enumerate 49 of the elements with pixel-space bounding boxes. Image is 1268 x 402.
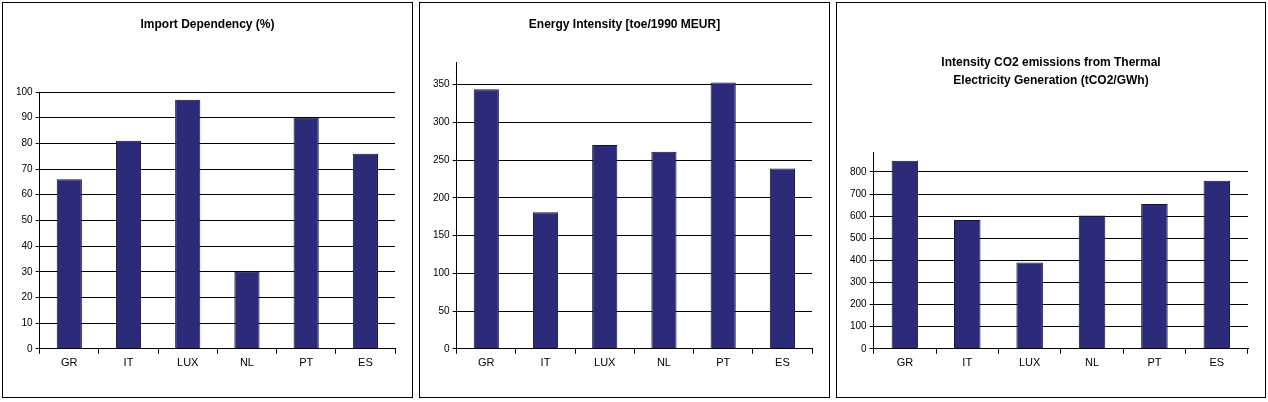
y-tick-label: 700 bbox=[850, 187, 868, 199]
y-tick-label: 0 bbox=[444, 342, 451, 354]
x-tick-label: LUX bbox=[1018, 356, 1042, 369]
x-tick-label: GR bbox=[478, 356, 495, 369]
y-tick-label: 50 bbox=[21, 214, 34, 226]
x-tick-label: PT bbox=[716, 356, 731, 369]
x-tick-label: PT bbox=[1147, 356, 1162, 369]
x-tick-label: NL bbox=[239, 356, 254, 369]
chart-title: Import Dependency (%) bbox=[139, 16, 276, 33]
y-tick-label: 400 bbox=[850, 254, 868, 266]
x-tick-label: ES bbox=[358, 356, 373, 369]
y-tick-label: 300 bbox=[850, 276, 868, 288]
y-tick-label: 800 bbox=[850, 165, 868, 177]
y-tick-label: 350 bbox=[433, 78, 451, 90]
x-tick-label: IT bbox=[962, 356, 973, 369]
y-tick-label: 600 bbox=[850, 209, 868, 221]
y-tick-label: 0 bbox=[27, 342, 34, 354]
y-tick-label: 250 bbox=[433, 153, 451, 165]
y-tick-label: 70 bbox=[21, 162, 34, 174]
y-tick-label: 90 bbox=[21, 111, 34, 123]
y-tick-label: 0 bbox=[861, 342, 868, 354]
y-tick-label: 200 bbox=[850, 298, 868, 310]
y-tick-label: 20 bbox=[21, 291, 34, 303]
x-tick-label: GR bbox=[61, 356, 78, 369]
y-tick-label: 500 bbox=[850, 231, 868, 243]
y-tick-label: 50 bbox=[438, 304, 451, 316]
y-tick-label: 100 bbox=[16, 85, 34, 97]
y-tick-label: 150 bbox=[433, 229, 451, 241]
x-tick-label: IT bbox=[123, 356, 134, 369]
x-tick-label: GR bbox=[896, 356, 914, 369]
y-tick-label: 200 bbox=[433, 191, 451, 203]
x-tick-label: LUX bbox=[177, 356, 200, 369]
y-tick-label: 100 bbox=[433, 267, 451, 279]
y-tick-label: 100 bbox=[850, 320, 868, 332]
chart-title: Energy Intensity [toe/1990 MEUR] bbox=[527, 16, 722, 33]
x-tick-label: ES bbox=[775, 356, 790, 369]
chart-title: Intensity CO2 emissions from Thermal Electricity Generation (tCO2/GWh) bbox=[940, 54, 1162, 89]
x-tick-label: ES bbox=[1209, 356, 1225, 369]
y-tick-label: 300 bbox=[433, 116, 451, 128]
y-tick-label: 80 bbox=[21, 137, 34, 149]
y-tick-label: 30 bbox=[21, 265, 34, 277]
x-tick-label: NL bbox=[656, 356, 671, 369]
y-tick-label: 10 bbox=[21, 316, 34, 328]
x-tick-label: LUX bbox=[594, 356, 617, 369]
y-tick-label: 40 bbox=[21, 239, 34, 251]
x-tick-label: IT bbox=[540, 356, 551, 369]
y-tick-label: 60 bbox=[21, 188, 34, 200]
x-tick-label: PT bbox=[299, 356, 314, 369]
x-tick-label: NL bbox=[1085, 356, 1100, 369]
